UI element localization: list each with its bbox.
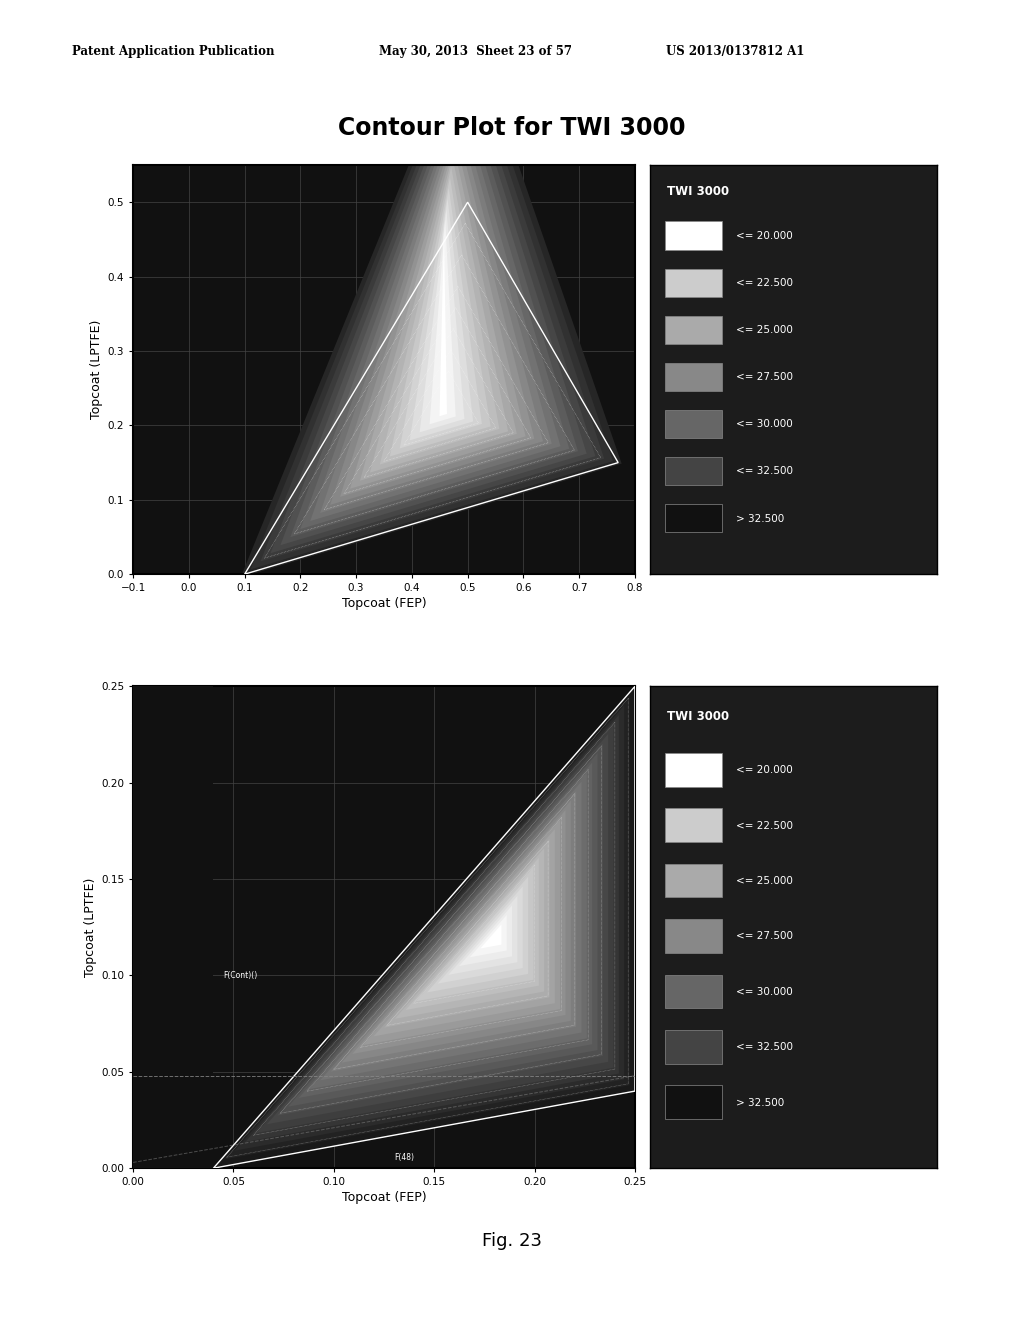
Text: > 32.500: > 32.500 (736, 1098, 784, 1107)
Polygon shape (291, 73, 578, 537)
Polygon shape (374, 829, 555, 1036)
Text: <= 27.500: <= 27.500 (736, 372, 794, 383)
Polygon shape (234, 705, 625, 1151)
Polygon shape (449, 896, 517, 975)
Polygon shape (417, 867, 534, 1002)
Polygon shape (281, 62, 587, 545)
Bar (665, 974, 722, 1008)
Text: F(48): F(48) (394, 1154, 414, 1163)
Polygon shape (395, 849, 544, 1019)
Polygon shape (350, 136, 525, 488)
Text: Fig. 23: Fig. 23 (482, 1232, 542, 1250)
Polygon shape (437, 886, 523, 983)
Text: <= 22.500: <= 22.500 (736, 821, 794, 830)
Text: F(Cont)(): F(Cont)() (223, 972, 258, 979)
Polygon shape (133, 686, 213, 1168)
Polygon shape (399, 187, 482, 449)
Bar (665, 1030, 722, 1064)
Polygon shape (278, 743, 603, 1115)
Bar (665, 808, 722, 842)
Polygon shape (309, 772, 587, 1089)
Polygon shape (360, 147, 517, 480)
Polygon shape (470, 915, 507, 957)
Bar (665, 222, 722, 249)
Text: TWI 3000: TWI 3000 (668, 710, 729, 723)
Polygon shape (331, 791, 577, 1072)
Polygon shape (310, 94, 560, 521)
Polygon shape (300, 83, 569, 529)
Polygon shape (427, 876, 528, 993)
Text: Contour Plot for TWI 3000: Contour Plot for TWI 3000 (338, 116, 686, 140)
Text: <= 30.000: <= 30.000 (736, 987, 793, 997)
Polygon shape (251, 30, 613, 569)
Polygon shape (270, 51, 595, 553)
Polygon shape (288, 752, 598, 1106)
Polygon shape (384, 838, 550, 1027)
Polygon shape (321, 781, 582, 1080)
Polygon shape (420, 209, 465, 433)
Polygon shape (241, 20, 622, 577)
Polygon shape (439, 230, 446, 416)
Bar (665, 409, 722, 438)
Polygon shape (246, 715, 618, 1142)
Bar (665, 457, 722, 486)
Polygon shape (380, 168, 500, 465)
X-axis label: Topcoat (FEP): Topcoat (FEP) (342, 598, 426, 610)
Polygon shape (410, 198, 473, 441)
Text: Patent Application Publication: Patent Application Publication (72, 45, 274, 58)
Polygon shape (342, 801, 570, 1063)
Text: May 30, 2013  Sheet 23 of 57: May 30, 2013 Sheet 23 of 57 (379, 45, 571, 58)
Text: <= 32.500: <= 32.500 (736, 1043, 794, 1052)
Polygon shape (429, 219, 456, 424)
Polygon shape (321, 104, 552, 513)
Bar (665, 315, 722, 345)
X-axis label: Topcoat (FEP): Topcoat (FEP) (342, 1192, 426, 1204)
Text: <= 27.500: <= 27.500 (736, 932, 794, 941)
Bar (665, 268, 722, 297)
Y-axis label: Topcoat (LPTFE): Topcoat (LPTFE) (90, 319, 103, 420)
Polygon shape (406, 858, 539, 1010)
Bar (665, 1085, 722, 1119)
Polygon shape (370, 157, 508, 473)
Text: <= 30.000: <= 30.000 (736, 420, 793, 429)
Polygon shape (390, 177, 490, 457)
Text: <= 20.000: <= 20.000 (736, 231, 793, 242)
Polygon shape (213, 686, 635, 1168)
Text: <= 25.000: <= 25.000 (736, 876, 794, 886)
Polygon shape (260, 41, 604, 561)
Polygon shape (362, 820, 560, 1045)
Bar (665, 919, 722, 953)
Bar (665, 752, 722, 787)
Bar (665, 504, 722, 532)
Polygon shape (299, 763, 592, 1098)
Text: US 2013/0137812 A1: US 2013/0137812 A1 (666, 45, 804, 58)
Polygon shape (352, 810, 565, 1053)
Polygon shape (267, 734, 608, 1125)
Polygon shape (340, 125, 535, 496)
Polygon shape (480, 924, 502, 949)
Text: > 32.500: > 32.500 (736, 513, 784, 524)
Text: TWI 3000: TWI 3000 (668, 186, 729, 198)
Bar (665, 863, 722, 898)
Text: <= 20.000: <= 20.000 (736, 766, 793, 775)
Text: <= 25.000: <= 25.000 (736, 325, 794, 335)
Polygon shape (256, 725, 613, 1133)
Bar (665, 363, 722, 391)
Polygon shape (330, 115, 543, 504)
Text: <= 32.500: <= 32.500 (736, 466, 794, 477)
Y-axis label: Topcoat (LPTFE): Topcoat (LPTFE) (84, 878, 97, 977)
Text: <= 22.500: <= 22.500 (736, 279, 794, 288)
Polygon shape (459, 906, 512, 966)
Polygon shape (224, 696, 630, 1159)
